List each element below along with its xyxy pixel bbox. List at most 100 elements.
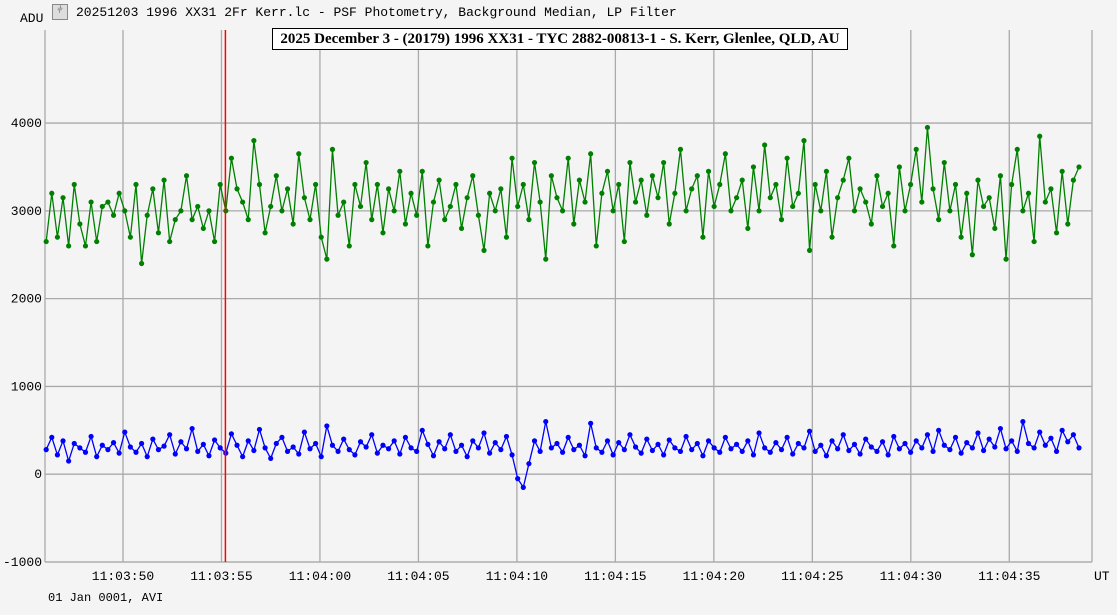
data-point-target [172, 451, 178, 457]
data-point-target [745, 438, 751, 444]
data-point-comparison [627, 159, 633, 166]
data-point-comparison [745, 225, 751, 232]
data-point-target [908, 449, 914, 455]
data-point-comparison [425, 243, 431, 249]
data-point-target [1042, 442, 1048, 448]
y-tick-label: 4000 [11, 116, 42, 131]
data-point-comparison [307, 217, 313, 223]
y-tick-label: 0 [34, 467, 42, 482]
data-point-target [414, 448, 420, 454]
data-point-target [442, 446, 448, 452]
data-point-target [941, 442, 947, 448]
data-point-comparison [992, 225, 998, 232]
data-point-target [992, 444, 998, 450]
data-point-comparison [43, 238, 49, 245]
data-point-target [200, 441, 206, 447]
data-point-target [324, 423, 330, 429]
data-point-comparison [565, 155, 571, 161]
data-point-comparison [913, 146, 919, 152]
data-point-comparison [537, 199, 543, 205]
data-point-comparison [82, 243, 89, 249]
data-point-comparison [705, 168, 712, 174]
data-point-comparison [54, 234, 61, 240]
data-point-comparison [240, 199, 246, 205]
data-point-target [1059, 427, 1065, 433]
data-point-comparison [874, 173, 880, 179]
data-point-comparison [442, 217, 448, 223]
data-point-comparison [335, 212, 341, 218]
data-point-comparison [470, 173, 476, 179]
data-point-target [610, 452, 616, 458]
data-point-target [54, 452, 61, 458]
data-point-target [588, 420, 594, 426]
y-tick-label: 1000 [11, 379, 42, 394]
data-point-target [88, 433, 94, 440]
data-point-target [565, 434, 571, 440]
data-point-target [245, 438, 251, 444]
x-tick-label: 11:03:50 [92, 569, 154, 584]
data-point-target [975, 430, 981, 436]
data-point-target [616, 440, 622, 446]
data-point-target [150, 436, 156, 442]
data-point-comparison [284, 186, 291, 192]
x-tick-label: 11:04:20 [683, 569, 745, 584]
data-point-target [902, 440, 908, 447]
data-point-target [240, 454, 246, 460]
data-point-comparison [509, 155, 515, 161]
data-point-target [464, 454, 470, 460]
x-tick-label: 11:04:15 [584, 569, 646, 584]
data-point-comparison [464, 195, 470, 201]
data-point-target [582, 453, 588, 459]
x-tick-label: 11:03:55 [190, 569, 252, 584]
data-point-target [66, 458, 72, 464]
data-point-target [363, 444, 369, 450]
data-point-target [1053, 448, 1060, 454]
data-point-target [711, 445, 717, 451]
data-point-comparison [419, 168, 425, 174]
data-point-target [251, 447, 257, 454]
data-point-target [543, 418, 549, 425]
data-point-target [638, 450, 644, 456]
data-point-comparison [947, 208, 953, 214]
data-point-comparison [576, 177, 583, 183]
y-tick-label: 3000 [11, 204, 42, 219]
data-point-comparison [234, 186, 240, 192]
x-tick-label: 11:04:35 [978, 569, 1040, 584]
data-point-target [284, 448, 291, 454]
data-point-comparison [110, 212, 117, 218]
data-point-comparison [739, 177, 745, 183]
data-point-target [750, 452, 757, 458]
data-point-comparison [851, 208, 858, 214]
data-point-comparison [548, 173, 554, 179]
data-point-target [1025, 440, 1032, 447]
data-point-comparison [313, 181, 319, 188]
data-point-comparison [346, 243, 352, 249]
data-point-target [307, 446, 313, 452]
data-point-comparison [531, 159, 538, 166]
data-point-target [290, 444, 296, 450]
data-point-comparison [430, 199, 437, 205]
data-point-comparison [801, 138, 807, 144]
data-point-comparison [268, 203, 274, 210]
data-point-target [116, 450, 122, 456]
data-point-target [1009, 438, 1015, 444]
data-point-comparison [1025, 190, 1032, 196]
data-point-target [318, 454, 324, 460]
data-point-target [627, 432, 633, 438]
data-point-comparison [290, 221, 296, 227]
data-point-target [840, 432, 846, 438]
data-point-target [835, 446, 841, 452]
data-point-comparison [728, 208, 734, 214]
data-point-comparison [823, 168, 830, 174]
data-point-comparison [784, 155, 790, 161]
data-point-target [661, 452, 667, 458]
data-point-target [655, 441, 661, 447]
data-point-comparison [71, 181, 77, 188]
data-point-target [77, 445, 83, 451]
data-point-comparison [99, 203, 105, 210]
data-point-comparison [408, 190, 414, 196]
light-curve-app-icon[interactable]: ⫩ [52, 4, 68, 20]
data-point-comparison [986, 195, 992, 201]
data-point-comparison [1031, 238, 1037, 245]
data-point-target [487, 450, 493, 456]
